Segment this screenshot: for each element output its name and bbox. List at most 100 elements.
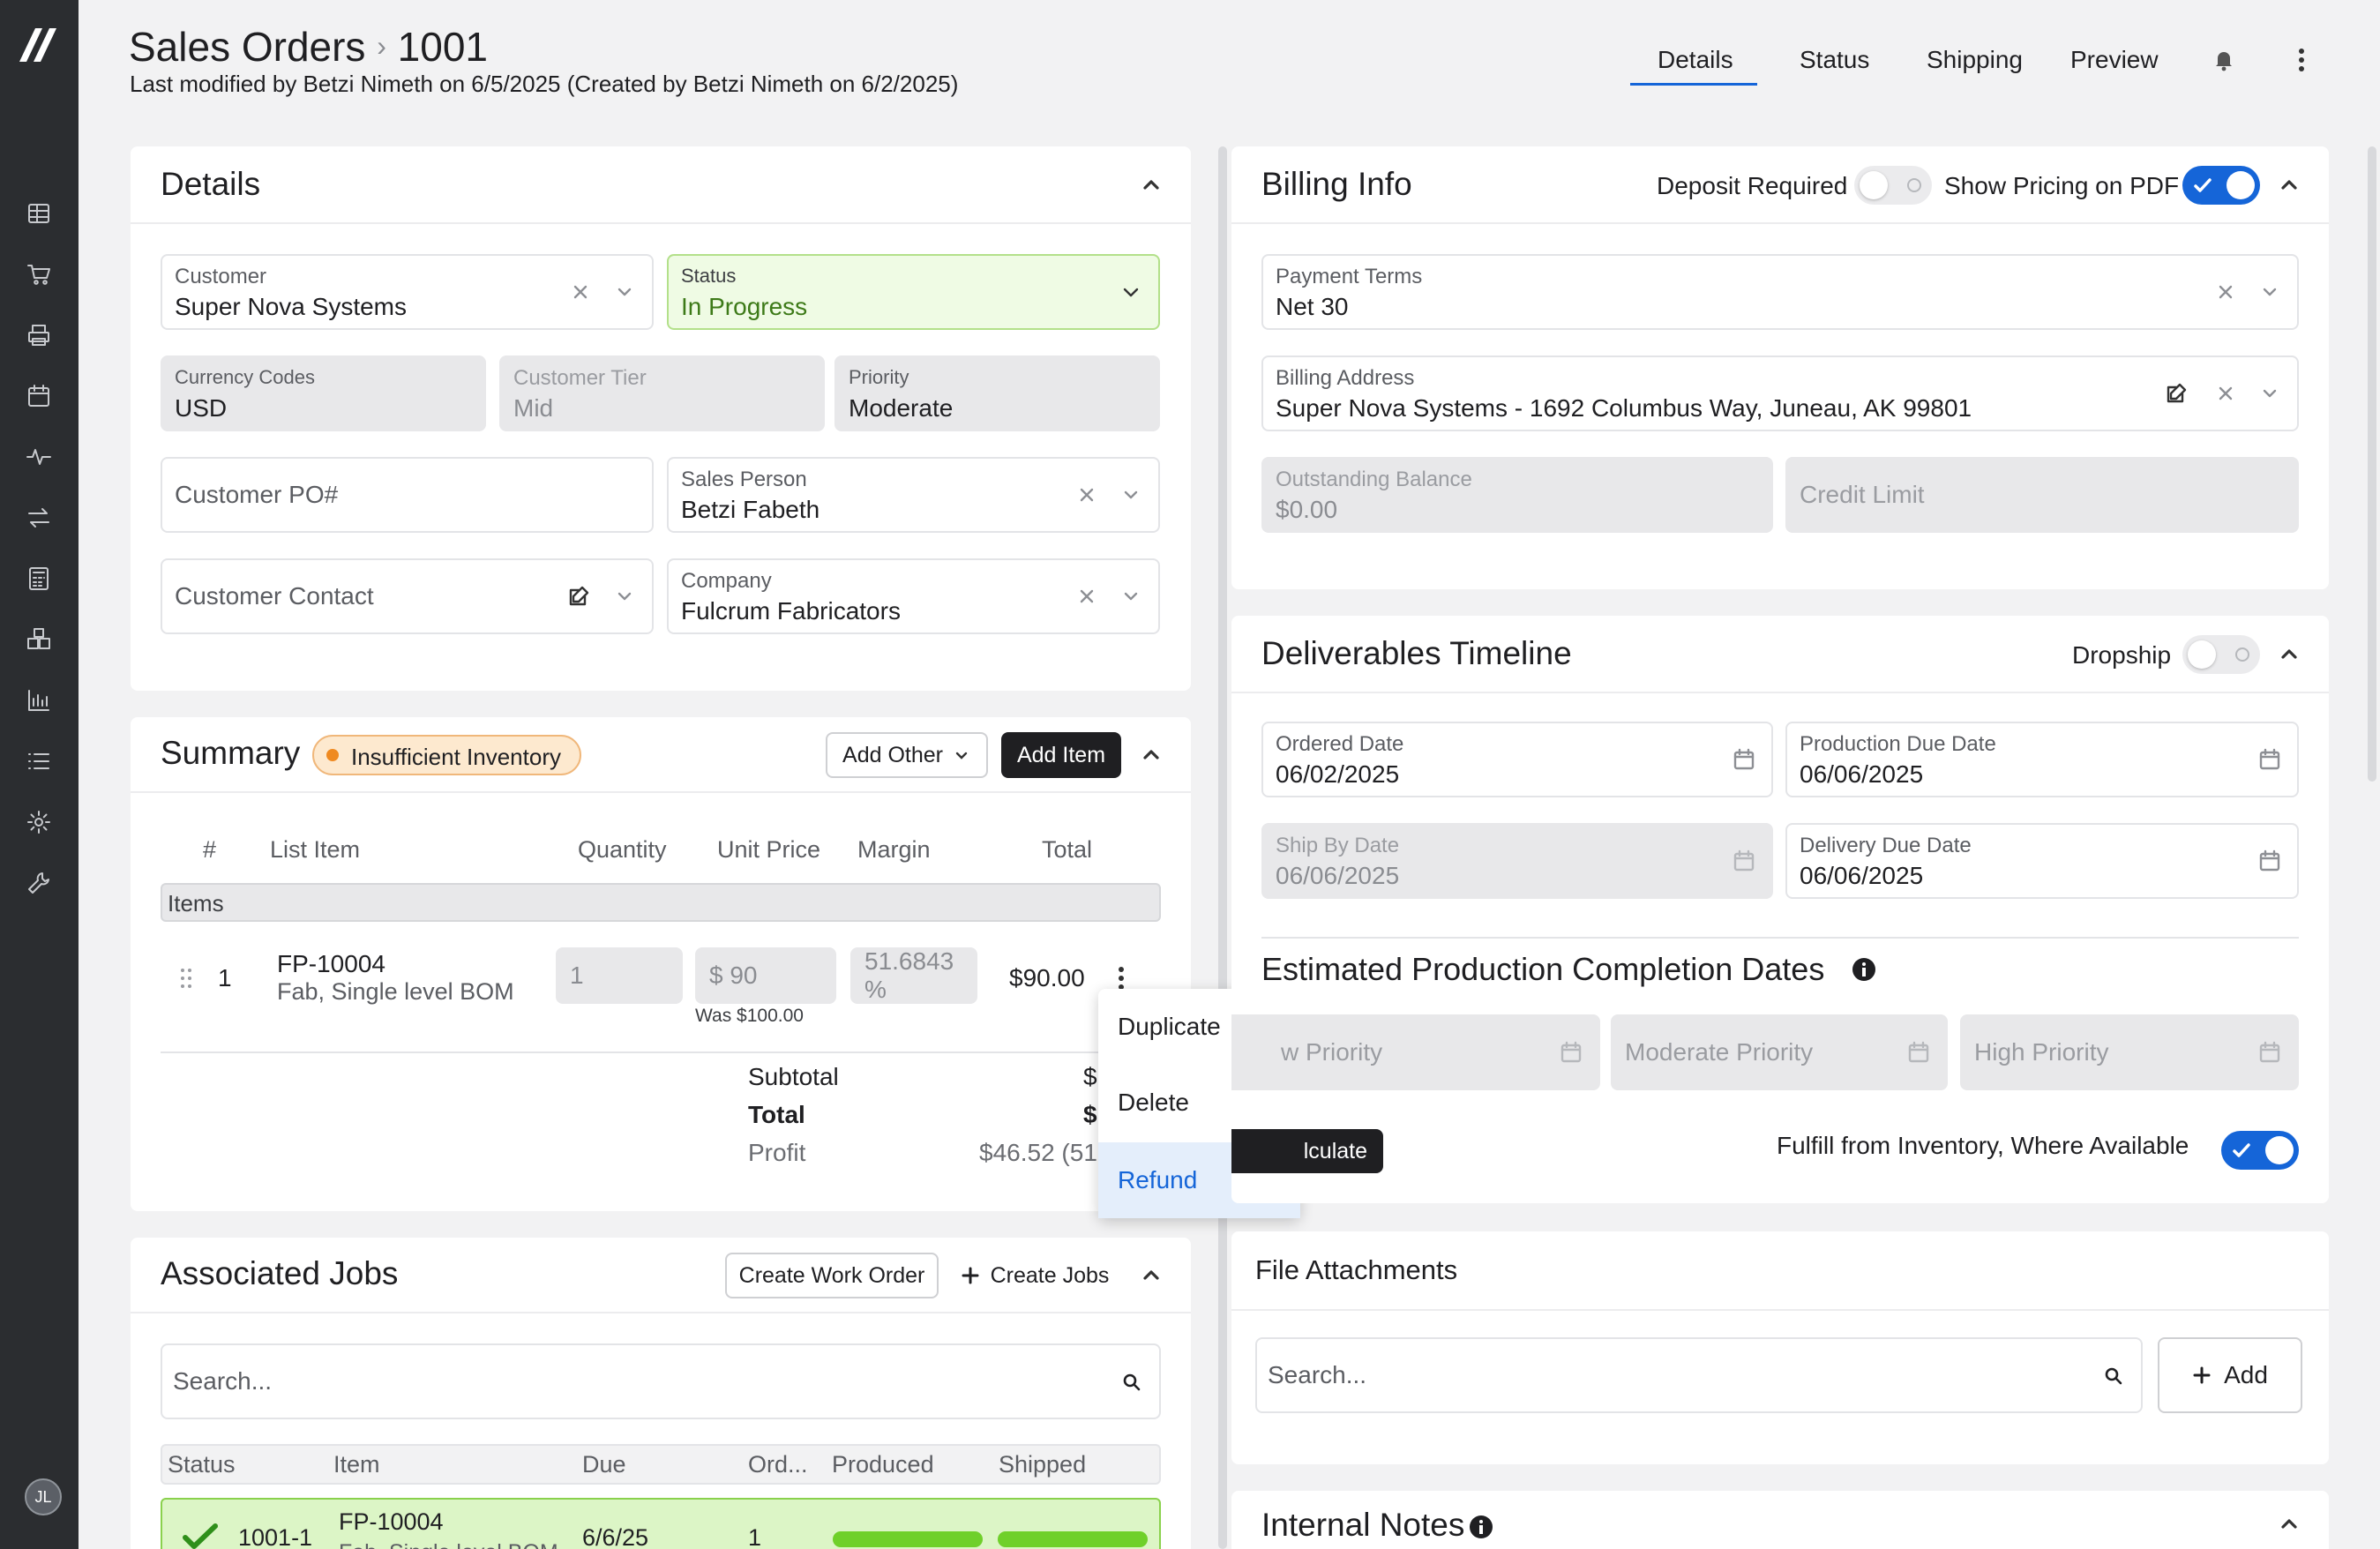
jobs-title: Associated Jobs [161, 1255, 399, 1291]
check-icon [183, 1523, 218, 1549]
chevron-down-icon[interactable] [1118, 583, 1144, 610]
credit-limit-field: Credit Limit [1785, 457, 2299, 533]
cart-icon[interactable] [21, 257, 56, 292]
boxes-icon[interactable] [21, 622, 56, 657]
insufficient-inventory-badge: Insufficient Inventory [312, 735, 581, 775]
calculator-icon[interactable] [21, 561, 56, 596]
drag-handle-icon[interactable] [178, 966, 194, 991]
more-vertical-icon[interactable] [2290, 46, 2313, 74]
dropship-toggle[interactable] [2182, 635, 2260, 674]
delivery-due-date-input[interactable]: Delivery Due Date 06/06/2025 [1785, 823, 2299, 899]
total-value: $ [1083, 1101, 1097, 1128]
chart-icon[interactable] [21, 683, 56, 718]
ordered-date-input[interactable]: Ordered Date 06/02/2025 [1261, 722, 1773, 797]
low-priority-date-input: w Priority [1231, 1014, 1600, 1090]
create-jobs-button[interactable]: Create Jobs [951, 1253, 1119, 1298]
job-item: FP-10004 [339, 1508, 444, 1535]
payment-terms-select[interactable]: Payment Terms Net 30 [1261, 254, 2299, 330]
row-actions-icon[interactable] [1111, 964, 1131, 992]
page-title: Sales Orders › 1001 [129, 24, 488, 70]
add-item-button[interactable]: Add Item [1001, 732, 1121, 778]
customer-select[interactable]: Customer Super Nova Systems [161, 254, 654, 330]
status-select[interactable]: Status In Progress [667, 254, 1160, 330]
printer-icon[interactable] [21, 318, 56, 353]
priority-field[interactable]: Priority Moderate [834, 355, 1160, 431]
fulfill-inventory-toggle[interactable] [2221, 1131, 2299, 1170]
collapse-details-chevron-up-icon[interactable] [1138, 171, 1164, 198]
subtotal-label: Subtotal [748, 1063, 839, 1090]
add-other-button[interactable]: Add Other [826, 732, 988, 778]
calendar-icon[interactable] [21, 378, 56, 414]
profit-value: $46.52 (51. [979, 1139, 1104, 1166]
gear-icon[interactable] [21, 804, 56, 840]
edit-icon[interactable] [2163, 380, 2189, 407]
calculate-button[interactable]: lculate [1231, 1129, 1383, 1173]
app-logo[interactable] [16, 21, 60, 65]
show-pricing-toggle[interactable] [2182, 166, 2260, 205]
clear-icon[interactable] [1074, 583, 1100, 610]
chevron-down-icon[interactable] [2257, 380, 2283, 407]
search-icon [1123, 1373, 1141, 1391]
tab-preview[interactable]: Preview [2070, 46, 2159, 73]
panel-scrollbar[interactable] [1218, 146, 1227, 1549]
col-quantity: Quantity [578, 836, 667, 863]
create-work-order-button[interactable]: Create Work Order [725, 1253, 939, 1298]
chevron-down-icon[interactable] [611, 583, 638, 610]
search-icon [2105, 1367, 2122, 1385]
attachments-title: File Attachments [1255, 1254, 1458, 1285]
tab-shipping[interactable]: Shipping [1927, 46, 2023, 73]
calendar-icon [1905, 1039, 1932, 1066]
attachments-header: File Attachments [1231, 1231, 2329, 1311]
margin-input[interactable]: 51.6843 % [850, 947, 977, 1004]
sidebar: JL [0, 0, 79, 1549]
company-select[interactable]: Company Fulcrum Fabricators [667, 558, 1160, 634]
quantity-input[interactable]: 1 [556, 947, 683, 1004]
add-attachment-button[interactable]: Add [2158, 1337, 2302, 1413]
activity-icon[interactable] [21, 439, 56, 475]
swap-icon[interactable] [21, 500, 56, 535]
production-due-date-input[interactable]: Production Due Date 06/06/2025 [1785, 722, 2299, 797]
page-scrollbar[interactable] [2368, 146, 2376, 782]
sales-person-select[interactable]: Sales Person Betzi Fabeth [667, 457, 1160, 533]
table-row[interactable]: 1001-1 FP-10004 Fab, Single level BOM 6/… [161, 1498, 1161, 1549]
jobs-search-input[interactable] [161, 1343, 1161, 1419]
list-icon[interactable] [21, 744, 56, 779]
deposit-required-toggle[interactable] [1854, 166, 1932, 205]
user-avatar[interactable]: JL [25, 1478, 62, 1515]
bell-icon[interactable] [2212, 49, 2235, 71]
clear-icon[interactable] [2212, 380, 2239, 407]
clear-icon[interactable] [2212, 279, 2239, 305]
collapse-notes-chevron-up-icon[interactable] [2276, 1510, 2302, 1537]
info-icon[interactable] [1851, 956, 1877, 983]
divider [1261, 937, 2299, 939]
tab-status[interactable]: Status [1800, 46, 1870, 73]
edit-icon[interactable] [565, 583, 592, 610]
collapse-timeline-chevron-up-icon[interactable] [2276, 640, 2302, 667]
wrench-icon[interactable] [21, 865, 56, 901]
chevron-down-icon[interactable] [1118, 279, 1144, 305]
collapse-summary-chevron-up-icon[interactable] [1138, 741, 1164, 767]
calendar-icon[interactable] [1731, 746, 1757, 773]
attachments-search-input[interactable] [1255, 1337, 2143, 1413]
line-item-sku[interactable]: FP-10004 [277, 950, 385, 977]
dashboard-icon[interactable] [21, 196, 56, 231]
chevron-down-icon[interactable] [1118, 482, 1144, 508]
billing-address-select[interactable]: Billing Address Super Nova Systems - 1692… [1261, 355, 2299, 431]
collapse-jobs-chevron-up-icon[interactable] [1138, 1261, 1164, 1288]
info-icon[interactable] [1468, 1514, 1494, 1540]
customer-contact-select[interactable]: Customer Contact [161, 558, 654, 634]
collapse-billing-chevron-up-icon[interactable] [2276, 171, 2302, 198]
job-ordered: 1 [748, 1524, 762, 1549]
unit-price-input[interactable]: $ 90 [695, 947, 836, 1004]
col-status: Status [168, 1451, 236, 1478]
calendar-icon[interactable] [2257, 848, 2283, 874]
tab-details[interactable]: Details [1658, 46, 1733, 73]
customer-po-input[interactable]: Customer PO# [161, 457, 654, 533]
chevron-down-icon[interactable] [2257, 279, 2283, 305]
active-tab-indicator [1630, 83, 1757, 86]
clear-icon[interactable] [567, 279, 594, 305]
calendar-icon[interactable] [2257, 746, 2283, 773]
chevron-down-icon[interactable] [611, 279, 638, 305]
items-group-row: Items [161, 883, 1161, 922]
clear-icon[interactable] [1074, 482, 1100, 508]
